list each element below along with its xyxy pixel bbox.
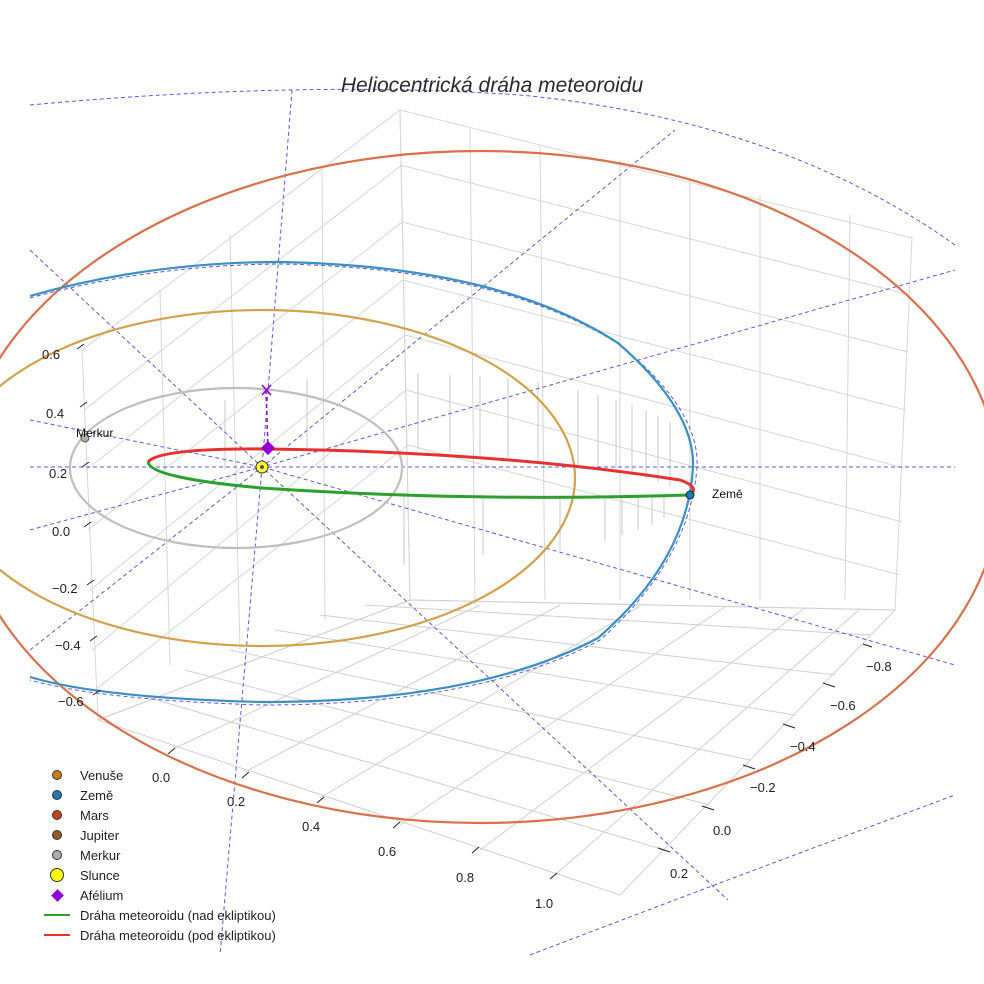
orbit-above-ecliptic xyxy=(146,461,691,499)
sun-center-icon xyxy=(260,465,264,469)
orbits xyxy=(0,150,984,824)
jupiter-dot-icon xyxy=(52,830,62,840)
mars-dot-icon xyxy=(52,810,62,820)
aphelion-dropline xyxy=(265,389,269,449)
svg-text:0.0: 0.0 xyxy=(52,524,70,539)
svg-text:−0.4: −0.4 xyxy=(55,638,81,653)
mercury-marker[interactable] xyxy=(80,433,90,443)
svg-text:0.0: 0.0 xyxy=(152,770,170,785)
orbit-mars xyxy=(0,150,984,824)
mercury-dot-icon xyxy=(52,850,62,860)
legend-item-jupiter[interactable]: Jupiter xyxy=(40,825,276,845)
x-axis-labels: 0.0 0.2 0.4 0.6 0.8 1.0 xyxy=(152,770,553,911)
y-axis-labels: −0.8 −0.6 −0.4 −0.2 0.0 0.2 xyxy=(670,659,892,881)
svg-text:0.0: 0.0 xyxy=(713,823,731,838)
orbit-venus xyxy=(0,308,577,648)
svg-text:0.4: 0.4 xyxy=(46,406,64,421)
svg-text:−0.6: −0.6 xyxy=(58,694,84,709)
svg-text:0.6: 0.6 xyxy=(42,347,60,362)
legend-item-earth[interactable]: Země xyxy=(40,785,276,805)
legend: Venuše Země Mars Jupiter Merkur Slunce A… xyxy=(40,765,276,945)
z-axis-ticks xyxy=(76,343,101,696)
aphelion-diamond-icon xyxy=(50,888,64,902)
orbit-mercury xyxy=(68,386,404,550)
legend-item-mars[interactable]: Mars xyxy=(40,805,276,825)
svg-text:0.2: 0.2 xyxy=(227,794,245,809)
orbit-below-ecliptic xyxy=(146,447,695,497)
svg-text:−0.8: −0.8 xyxy=(866,659,892,674)
red-line-icon xyxy=(44,934,70,936)
svg-text:0.8: 0.8 xyxy=(456,870,474,885)
orbit-earth xyxy=(29,260,695,704)
legend-item-orbit-below[interactable]: Dráha meteoroidu (pod ekliptikou) xyxy=(40,925,276,945)
earth-annotation: Země xyxy=(712,487,743,501)
x-axis-ticks xyxy=(167,747,558,880)
svg-text:1.0: 1.0 xyxy=(535,896,553,911)
svg-text:0.2: 0.2 xyxy=(49,466,67,481)
svg-text:−0.2: −0.2 xyxy=(750,780,776,795)
grid-floor xyxy=(97,599,897,896)
legend-item-venus[interactable]: Venuše xyxy=(40,765,276,785)
earth-dot-icon xyxy=(52,790,62,800)
green-line-icon xyxy=(44,914,70,916)
svg-text:−0.6: −0.6 xyxy=(830,698,856,713)
aphelion-projection-icon xyxy=(261,384,272,396)
svg-text:0.4: 0.4 xyxy=(302,819,320,834)
aphelion-marker[interactable] xyxy=(260,440,276,456)
projection-droplines xyxy=(224,373,671,565)
y-axis-ticks xyxy=(657,643,873,853)
svg-text:−0.2: −0.2 xyxy=(52,581,78,596)
z-axis-labels: 0.6 0.4 0.2 0.0 −0.2 −0.4 −0.6 xyxy=(42,347,84,709)
legend-item-sun[interactable]: Slunce xyxy=(40,865,276,885)
svg-text:0.2: 0.2 xyxy=(670,866,688,881)
earth-marker[interactable] xyxy=(685,490,695,500)
venus-dot-icon xyxy=(52,770,62,780)
legend-item-aphelion[interactable]: Afélium xyxy=(40,885,276,905)
legend-item-mercury[interactable]: Merkur xyxy=(40,845,276,865)
mercury-annotation: Merkur xyxy=(76,426,113,440)
meteoroid-orbit xyxy=(146,447,695,499)
svg-text:−0.4: −0.4 xyxy=(790,739,816,754)
grid-back-walls xyxy=(81,109,913,721)
legend-item-orbit-above[interactable]: Dráha meteoroidu (nad ekliptikou) xyxy=(40,905,276,925)
svg-text:0.6: 0.6 xyxy=(378,844,396,859)
sun-dot-icon xyxy=(50,868,64,882)
